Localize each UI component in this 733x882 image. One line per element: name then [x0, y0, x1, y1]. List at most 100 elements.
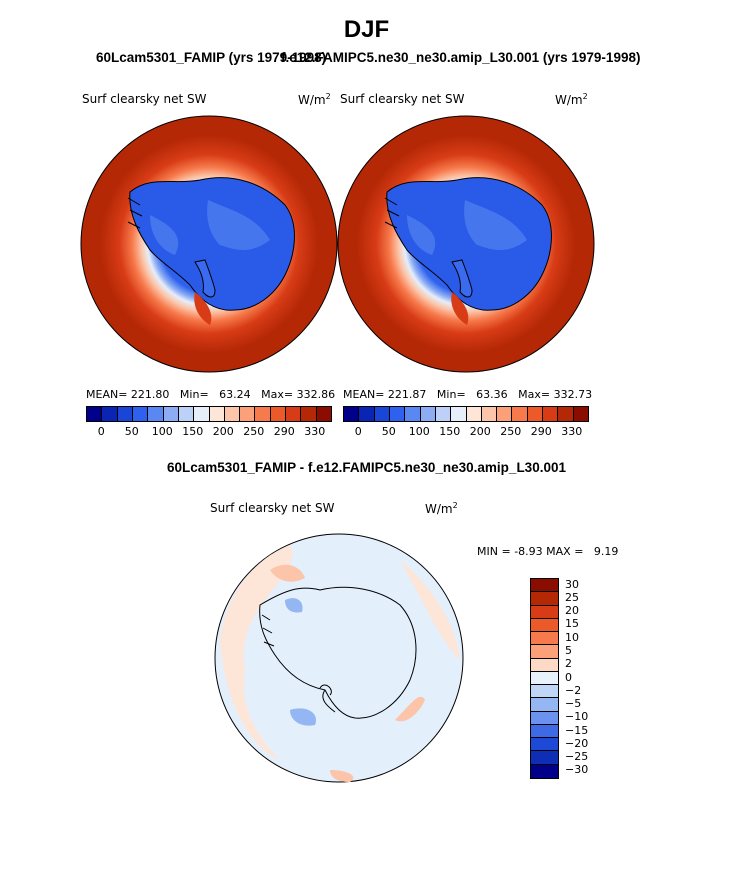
right-min-label: Min=: [436, 388, 466, 401]
left-min-label: Min=: [179, 388, 209, 401]
colorbar-swatch: [240, 407, 256, 421]
colorbar-tick-label: 0: [354, 425, 362, 438]
colorbar-swatch: [194, 407, 210, 421]
colorbar-swatch: [389, 407, 406, 421]
colorbar-tick-label: 150: [439, 425, 461, 438]
colorbar-swatch: [531, 738, 558, 752]
colorbar-tick-label: 150: [182, 425, 204, 438]
colorbar-tick-label: 5: [565, 643, 572, 657]
difference-stats: MIN = -8.93 MAX = 9.19: [477, 545, 618, 558]
right-antarctic-map: [337, 115, 595, 373]
difference-antarctic-map: [214, 533, 464, 783]
colorbar-swatch: [374, 407, 390, 421]
right-max-label: Max=: [518, 388, 551, 401]
difference-colorbar-ticks: 30 25 20 15 10 5 2 0 −2 −5 −10 −15 −20 −25 −30: [565, 578, 605, 777]
colorbar-tick-label: −20: [565, 736, 589, 750]
left-mean-label: MEAN=: [86, 388, 128, 401]
colorbar-swatch: [527, 407, 544, 421]
colorbar-swatch: [531, 579, 558, 593]
colorbar-swatch: [531, 658, 558, 672]
colorbar-tick-label: −30: [565, 763, 589, 777]
colorbar-swatch: [497, 407, 513, 421]
left-stats: MEAN= 221.80 Min= 63.24 Max= 332.86: [86, 388, 335, 401]
colorbar-swatch: [531, 671, 558, 686]
colorbar-swatch: [451, 407, 467, 421]
colorbar-swatch: [224, 407, 241, 421]
difference-units-label: W/m2: [425, 501, 458, 516]
colorbar-tick-label: 20: [565, 604, 579, 618]
colorbar-swatch: [420, 407, 436, 421]
left-units-label: W/m2: [298, 92, 331, 107]
right-panel-title: f.e12.FAMIPC5.ne30_ne30.amip_L30.001 (yr…: [281, 50, 641, 65]
colorbar-tick-label: −10: [565, 710, 589, 724]
colorbar-swatch: [481, 407, 498, 421]
colorbar-swatch: [531, 724, 558, 739]
colorbar-tick-label: 250: [243, 425, 265, 438]
colorbar-swatch: [132, 407, 149, 421]
colorbar-tick-label: 30: [565, 577, 579, 591]
colorbar-swatch: [531, 605, 558, 619]
colorbar-swatch: [558, 407, 574, 421]
colorbar-swatch: [531, 632, 558, 646]
right-variable-label: Surf clearsky net SW: [340, 92, 465, 106]
colorbar-swatch: [531, 711, 558, 725]
colorbar-swatch: [163, 407, 179, 421]
colorbar-swatch: [531, 685, 558, 699]
colorbar-swatch: [466, 407, 482, 421]
season-title: DJF: [343, 16, 390, 43]
right-colorbar-ticks: 0 50 100 150 200 250 290 330: [343, 425, 587, 439]
colorbar-tick-label: 250: [500, 425, 522, 438]
colorbar-tick-label: 15: [565, 617, 579, 631]
colorbar-swatch: [87, 407, 103, 421]
colorbar-tick-label: −15: [565, 723, 589, 737]
colorbar-swatch: [102, 407, 118, 421]
colorbar-swatch: [209, 407, 225, 421]
colorbar-swatch: [531, 698, 558, 712]
colorbar-tick-label: 290: [273, 425, 295, 438]
colorbar-swatch: [435, 407, 452, 421]
colorbar-swatch: [178, 407, 195, 421]
left-max-label: Max=: [261, 388, 294, 401]
difference-max-label: MAX =: [546, 545, 584, 558]
colorbar-swatch: [531, 645, 558, 659]
colorbar-tick-label: 0: [97, 425, 105, 438]
colorbar-swatch: [316, 407, 331, 421]
left-antarctic-map: [80, 115, 338, 373]
left-colorbar-ticks: 0 50 100 150 200 250 290 330: [86, 425, 330, 439]
right-stats: MEAN= 221.87 Min= 63.36 Max= 332.73: [343, 388, 592, 401]
left-colorbar: [86, 406, 332, 422]
colorbar-swatch: [301, 407, 317, 421]
colorbar-swatch: [573, 407, 588, 421]
colorbar-swatch: [405, 407, 421, 421]
colorbar-swatch: [344, 407, 360, 421]
colorbar-swatch: [531, 764, 558, 778]
left-min-value: 63.24: [219, 388, 251, 401]
left-max-value: 332.86: [296, 388, 336, 401]
colorbar-tick-label: 25: [565, 590, 579, 604]
right-max-value: 332.73: [553, 388, 593, 401]
colorbar-swatch: [531, 618, 558, 633]
colorbar-swatch: [531, 751, 558, 765]
colorbar-tick-label: −2: [565, 683, 582, 697]
left-mean-value: 221.80: [130, 388, 170, 401]
left-variable-label: Surf clearsky net SW: [82, 92, 207, 106]
colorbar-swatch: [359, 407, 375, 421]
colorbar-swatch: [270, 407, 287, 421]
left-panel-title: 60Lcam5301_FAMIP (yrs 1979-1998): [96, 50, 327, 65]
colorbar-swatch: [255, 407, 271, 421]
colorbar-tick-label: 0: [565, 670, 572, 684]
colorbar-tick-label: 200: [212, 425, 234, 438]
difference-min-value: -8.93: [514, 545, 543, 558]
colorbar-tick-label: −25: [565, 750, 589, 764]
colorbar-tick-label: 2: [565, 657, 572, 671]
colorbar-swatch: [117, 407, 133, 421]
right-min-value: 63.36: [476, 388, 508, 401]
difference-variable-label: Surf clearsky net SW: [210, 501, 335, 515]
colorbar-tick-label: 10: [565, 630, 579, 644]
colorbar-swatch: [531, 592, 558, 606]
difference-panel-title: 60Lcam5301_FAMIP - f.e12.FAMIPC5.ne30_ne…: [167, 460, 566, 475]
right-mean-label: MEAN=: [343, 388, 385, 401]
right-units-label: W/m2: [555, 92, 588, 107]
colorbar-tick-label: 290: [530, 425, 552, 438]
difference-colorbar: [530, 578, 559, 779]
